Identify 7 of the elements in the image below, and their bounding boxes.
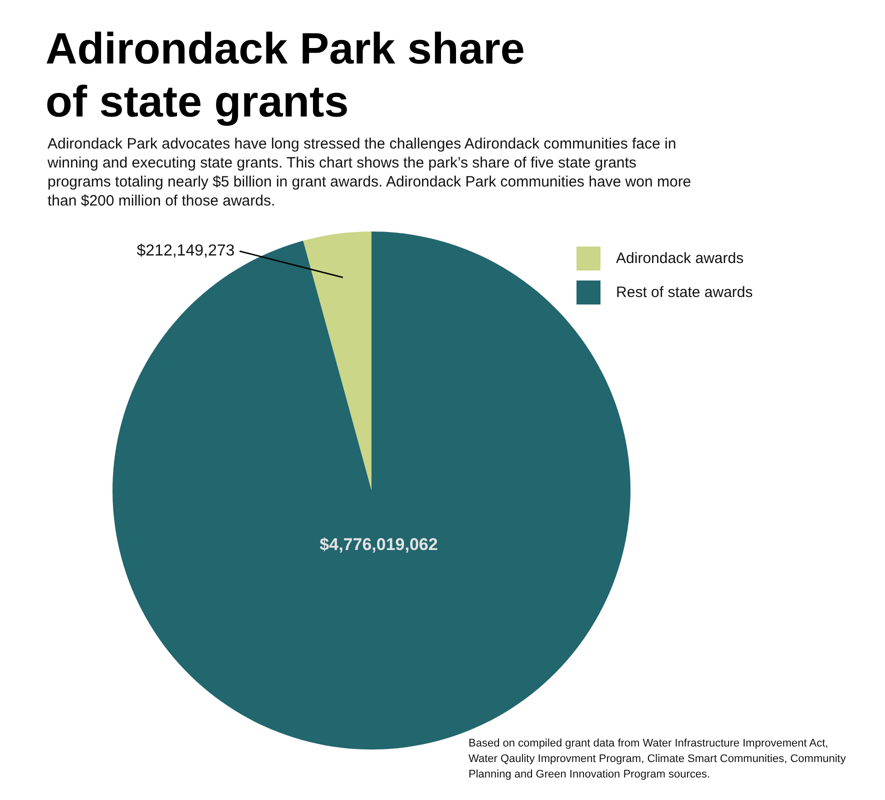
data-label: $212,149,273 [136,242,235,260]
chart-title: Adirondack Park share of state grants [46,24,525,126]
legend-label: Rest of state awards [616,282,753,302]
data-label: $4,776,019,062 [320,534,438,554]
chart-subtitle: Adirondack Park advocates have long stressed the challenges Adirondack communities face in winning and executing state grants. This chart shows the park’s share of five state grants programs totaling nearly $5 billion in grant awards. Adirondack Park communities have won more than $200 million of those awards. [46,136,692,210]
text: Based on compiled grant data from Water Infrastructure Improvement Act, Water Qaulity Improvment Program, Climate Smart Communities, Community Planning and Green Innovation Program sources. [468,738,846,780]
legend-label: Adirondack awards [616,248,744,268]
